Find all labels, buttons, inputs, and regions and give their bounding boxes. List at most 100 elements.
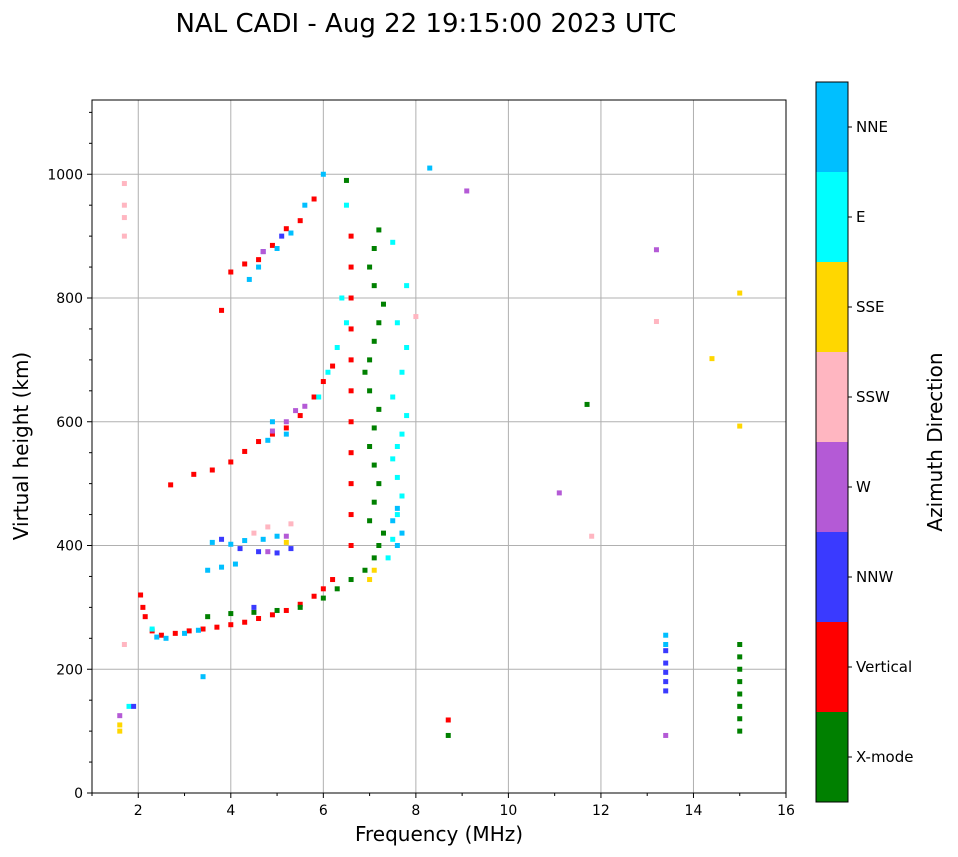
y-axis-label: Virtual height (km) [9,352,33,541]
x-tick-label: 10 [499,803,517,819]
colorbar-tick-label: E [856,208,865,226]
data-point-nne [246,276,252,282]
data-point-nne [274,533,280,539]
x-axis-label: Frequency (MHz) [355,822,523,846]
data-point-vertical [138,592,144,598]
data-point-vertical [283,226,289,232]
data-point-ssw [653,319,659,325]
colorbar-swatch-nne [816,82,848,172]
data-point-x-mode [348,577,354,583]
data-point-x-mode [737,716,743,722]
data-point-vertical [228,459,234,465]
data-point-x-mode [376,227,382,233]
data-point-vertical [348,388,354,394]
data-point-x-mode [367,357,373,363]
data-point-vertical [142,614,148,620]
data-point-w [269,428,275,434]
x-tick-label: 6 [319,803,328,819]
data-point-vertical [320,586,326,592]
chart-title: NAL CADI - Aug 22 19:15:00 2023 UTC [176,9,677,39]
data-point-e [390,239,396,245]
data-point-ssw [288,521,294,527]
data-point-sse [709,356,715,362]
data-point-vertical [186,628,192,634]
x-tick-label: 14 [685,803,703,819]
data-point-x-mode [371,499,377,505]
data-point-vertical [242,261,248,267]
data-point-nne [390,518,396,524]
data-point-e [404,283,410,289]
data-point-nne [219,564,225,570]
data-point-nnw [131,703,137,709]
data-point-ssw [589,533,595,539]
data-point-vertical [228,269,234,275]
colorbar-tick-label: SSE [856,298,885,316]
data-point-w [117,713,123,719]
data-point-nne [260,536,266,542]
data-point-vertical [256,616,262,622]
data-point-e [343,320,349,326]
data-point-e [394,512,400,518]
data-point-x-mode [274,607,280,613]
data-point-nnw [663,669,669,675]
data-point-vertical [209,467,215,473]
y-tick-label: 1000 [47,167,83,183]
data-point-x-mode [737,654,743,660]
data-point-vertical [256,257,262,263]
data-point-x-mode [380,301,386,307]
data-point-nne [228,541,234,547]
data-point-e [149,626,155,632]
colorbar-swatch-nnw [816,532,848,622]
data-point-vertical [200,626,206,632]
data-point-e [399,431,405,437]
x-tick-label: 4 [226,803,235,819]
data-point-w [302,403,308,409]
data-point-x-mode [371,283,377,289]
y-tick-label: 200 [56,662,83,678]
colorbar-swatch-sse [816,262,848,352]
y-tick-label: 800 [56,291,83,307]
data-point-vertical [228,622,234,628]
data-point-nne [320,171,326,177]
data-point-x-mode [343,177,349,183]
data-point-x-mode [371,425,377,431]
data-point-vertical [348,233,354,239]
data-point-vertical [311,593,317,599]
x-tick-label: 16 [777,803,795,819]
data-point-vertical [219,307,225,313]
data-point-ssw [121,233,127,239]
data-point-nnw [274,550,280,556]
data-point-w [663,732,669,738]
data-point-x-mode [367,444,373,449]
data-point-x-mode [376,406,382,412]
data-point-x-mode [228,611,234,617]
data-point-sse [737,290,743,296]
data-point-ssw [121,642,127,647]
data-point-nne [288,230,294,236]
data-points [117,165,743,738]
data-point-x-mode [584,401,590,407]
data-point-x-mode [376,543,382,548]
data-point-nnw [219,536,225,542]
data-point-nne [200,674,206,680]
data-point-vertical [158,632,164,638]
data-point-sse [371,567,377,573]
data-point-w [556,490,562,496]
colorbar-swatch-x-mode [816,712,848,802]
data-point-x-mode [737,728,743,734]
data-point-x-mode [380,530,386,536]
data-point-nnw [251,604,257,610]
colorbar-tick-label: NNE [856,118,888,136]
data-point-x-mode [334,586,340,592]
data-point-nne [283,431,289,437]
data-point-e [316,394,322,400]
data-point-x-mode [297,604,303,610]
data-point-x-mode [371,246,377,251]
data-point-vertical [168,482,174,488]
data-point-vertical [283,607,289,613]
data-point-vertical [269,242,275,248]
data-point-nnw [663,648,669,654]
data-point-e [399,369,405,375]
data-point-vertical [330,577,336,583]
